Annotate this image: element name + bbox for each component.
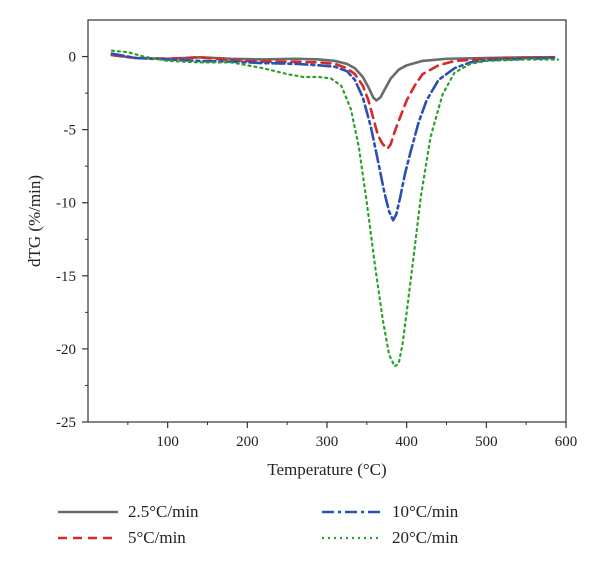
x-tick-label: 200 xyxy=(236,434,259,450)
x-tick-label: 600 xyxy=(555,434,578,450)
y-axis-label: dTG (%/min) xyxy=(25,175,44,267)
y-tick-label: -15 xyxy=(56,269,76,285)
x-tick-label: 500 xyxy=(475,434,498,450)
legend-item-10: 10°C/min xyxy=(322,502,458,522)
y-tick-label: -5 xyxy=(64,123,77,139)
legend-item-2-5: 2.5°C/min xyxy=(58,502,199,522)
y-tick-label: -10 xyxy=(56,196,76,212)
dtg-chart: 100 200 300 400 500 600 0 -5 -10 -15 -20 -25 Temper… xyxy=(25,19,578,479)
x-tick-label: 100 xyxy=(156,434,179,450)
legend-label: 20°C/min xyxy=(392,528,459,547)
x-axis-label: Temperature (°C) xyxy=(267,460,386,479)
series-line-1 xyxy=(110,53,556,150)
x-tick-label: 400 xyxy=(395,434,418,450)
series-line-0 xyxy=(110,53,556,102)
legend-swatch-dashed xyxy=(58,536,118,540)
legend-label: 10°C/min xyxy=(392,502,459,521)
x-tick-label: 300 xyxy=(316,434,339,450)
legend-swatch-dashdot xyxy=(322,510,382,514)
y-tick-label: 0 xyxy=(69,50,77,66)
series-line-3 xyxy=(110,49,560,368)
y-tick-label: -20 xyxy=(56,342,76,358)
y-tick-label: -25 xyxy=(56,415,76,431)
legend-swatch-solid xyxy=(58,510,118,514)
legend-item-5: 5°C/min xyxy=(58,528,186,548)
plot-frame xyxy=(87,19,567,423)
series-line-2 xyxy=(110,52,556,222)
legend-swatch-dotted xyxy=(322,536,382,540)
legend-label: 2.5°C/min xyxy=(128,502,199,521)
legend-item-20: 20°C/min xyxy=(322,528,458,548)
legend-label: 5°C/min xyxy=(128,528,186,547)
legend: 2.5°C/min 5°C/min 10°C/min 20°C/min xyxy=(58,500,578,556)
